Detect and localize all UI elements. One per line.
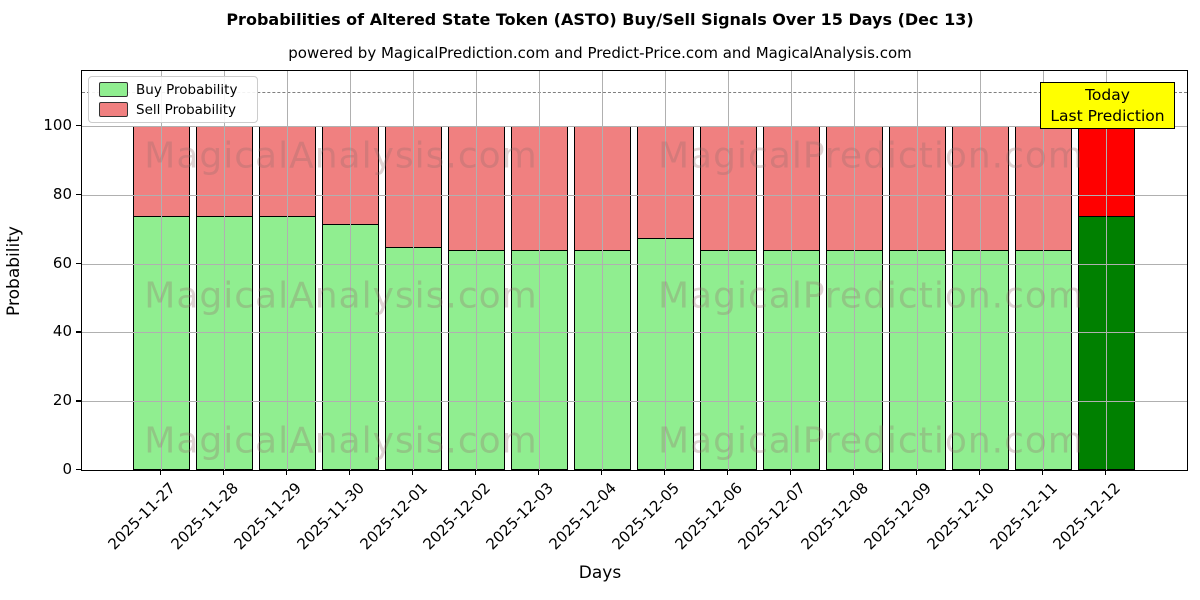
y-tick-label: 80 <box>52 184 72 203</box>
x-gridline <box>1043 71 1044 470</box>
x-gridline <box>539 71 540 470</box>
x-tick-label: 2025-12-05 <box>608 479 683 554</box>
x-tick-label: 2025-12-03 <box>482 479 557 554</box>
x-gridline <box>1106 71 1107 470</box>
x-tick-label: 2025-12-02 <box>419 479 494 554</box>
x-gridline <box>665 71 666 470</box>
x-tick-mark <box>916 470 918 475</box>
watermark-text: MagicalAnalysis.com <box>144 420 538 462</box>
x-tick-label: 2025-12-01 <box>356 479 431 554</box>
y-tick-mark <box>76 400 81 402</box>
buy-swatch-icon <box>99 82 128 97</box>
x-tick-label: 2025-12-08 <box>797 479 872 554</box>
y-tick-mark <box>76 262 81 264</box>
watermark-text: MagicalPrediction.com <box>658 275 1084 317</box>
x-tick-label: 2025-12-07 <box>734 479 809 554</box>
x-tick-mark <box>664 470 666 475</box>
y-gridline <box>82 126 1187 128</box>
watermark-text: MagicalAnalysis.com <box>144 275 538 317</box>
x-gridline <box>854 71 855 470</box>
y-gridline <box>82 401 1187 403</box>
y-gridline <box>82 194 1187 196</box>
x-gridline <box>791 71 792 470</box>
x-tick-label: 2025-12-09 <box>860 479 935 554</box>
watermark-text: MagicalAnalysis.com <box>144 135 538 177</box>
y-gridline <box>82 263 1187 265</box>
x-tick-mark <box>1042 470 1044 475</box>
x-gridline <box>917 71 918 470</box>
x-gridline <box>476 71 477 470</box>
x-tick-label: 2025-12-06 <box>671 479 746 554</box>
x-gridline <box>161 71 162 470</box>
x-gridline <box>350 71 351 470</box>
chart-subtitle: powered by MagicalPrediction.com and Pre… <box>288 44 912 62</box>
x-gridline <box>224 71 225 470</box>
x-tick-mark <box>1105 470 1107 475</box>
legend-sell-label: Sell Probability <box>136 101 237 118</box>
plot-area: MagicalAnalysis.com MagicalPrediction.com… <box>81 70 1188 471</box>
x-tick-label: 2025-11-28 <box>167 479 242 554</box>
x-tick-mark <box>349 470 351 475</box>
x-tick-label: 2025-11-30 <box>293 479 368 554</box>
sell-swatch-icon <box>99 102 128 117</box>
y-tick-mark <box>76 125 81 127</box>
x-tick-label: 2025-12-04 <box>545 479 620 554</box>
x-tick-label: 2025-12-11 <box>986 479 1061 554</box>
y-tick-label: 60 <box>52 253 72 272</box>
x-tick-label: 2025-11-27 <box>104 479 179 554</box>
today-annotation: Today Last Prediction <box>1040 82 1175 129</box>
y-tick-mark <box>76 193 81 196</box>
legend: Buy Probability Sell Probability <box>88 76 258 123</box>
x-tick-mark <box>160 470 162 475</box>
x-tick-mark <box>790 470 792 475</box>
x-gridline <box>287 71 288 470</box>
chart-title: Probabilities of Altered State Token (AS… <box>226 10 974 29</box>
today-annotation-line1: Today <box>1085 85 1130 104</box>
legend-entry-sell: Sell Probability <box>99 102 257 118</box>
x-tick-mark <box>853 470 855 475</box>
x-tick-mark <box>979 470 981 475</box>
y-tick-label: 100 <box>43 116 72 135</box>
x-tick-mark <box>412 470 414 475</box>
x-tick-label: 2025-12-12 <box>1049 479 1124 554</box>
x-tick-mark <box>601 470 603 475</box>
y-tick-mark <box>76 469 81 471</box>
y-tick-label: 40 <box>52 322 72 341</box>
x-tick-mark <box>475 470 477 475</box>
x-tick-label: 2025-11-29 <box>230 479 305 554</box>
x-gridline <box>602 71 603 470</box>
x-tick-mark <box>223 470 225 475</box>
y-gridline <box>82 332 1187 334</box>
watermark-text: MagicalPrediction.com <box>658 135 1084 177</box>
today-annotation-line2: Last Prediction <box>1050 106 1165 125</box>
x-tick-mark <box>538 470 540 475</box>
y-tick-mark <box>76 331 81 333</box>
x-tick-label: 2025-12-10 <box>923 479 998 554</box>
x-gridline <box>728 71 729 470</box>
y-tick-label: 20 <box>52 391 72 410</box>
x-gridline <box>980 71 981 470</box>
dashed-reference-line <box>82 91 1187 93</box>
y-tick-label: 0 <box>62 460 72 478</box>
watermark-text: MagicalPrediction.com <box>658 420 1084 462</box>
x-gridline <box>413 71 414 470</box>
legend-entry-buy: Buy Probability <box>99 82 257 98</box>
x-tick-mark <box>727 470 729 475</box>
x-axis-label: Days <box>578 563 622 583</box>
legend-buy-label: Buy Probability <box>136 81 238 98</box>
x-tick-mark <box>286 470 288 475</box>
